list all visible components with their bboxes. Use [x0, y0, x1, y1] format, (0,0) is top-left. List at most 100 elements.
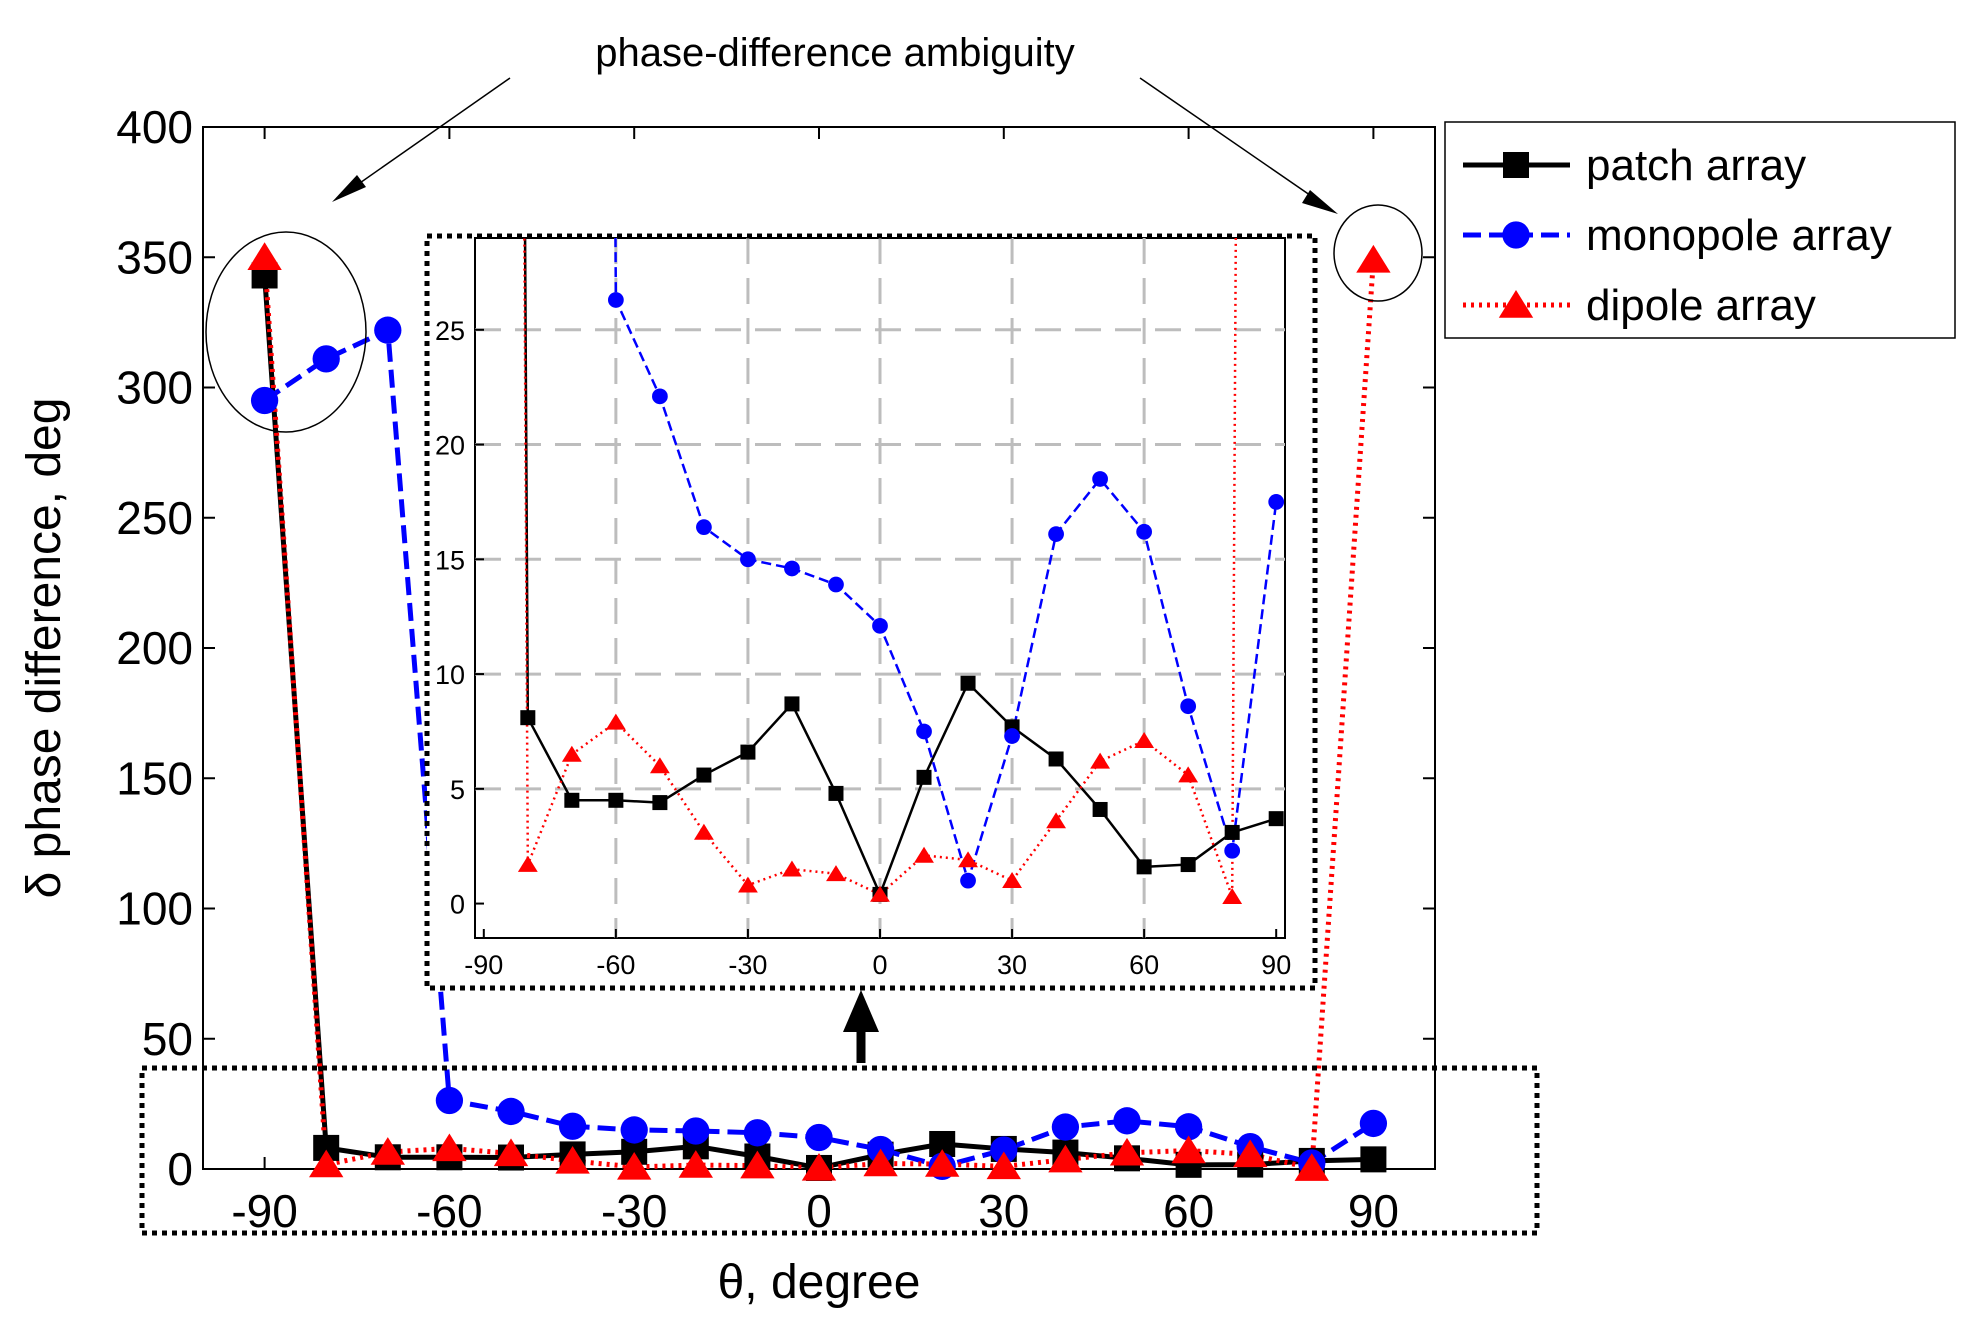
- dipole-array-point: [1171, 1135, 1206, 1164]
- inset-dipole-array-point: [1222, 888, 1243, 905]
- main-y-tick-label: 50: [142, 1013, 193, 1065]
- dipole-array-point: [247, 242, 282, 270]
- dipole-array-point: [617, 1151, 652, 1180]
- dipole-array-point: [555, 1145, 590, 1174]
- dipole-array-point: [801, 1153, 837, 1181]
- inset-patch-array-point: [1180, 857, 1196, 873]
- ambiguity-circle-left: [205, 231, 367, 433]
- dipole-array-point: [986, 1151, 1021, 1180]
- inset-patch-array-point: [960, 675, 976, 691]
- monopole-array-point: [805, 1123, 833, 1152]
- main-y-tick-label: 0: [167, 1143, 193, 1195]
- main-x-tick-label: -60: [416, 1185, 482, 1237]
- main-series-markers: [247, 242, 1391, 1181]
- inset-dipole-array-point: [826, 865, 846, 882]
- dipole-array-point: [1294, 1153, 1329, 1181]
- legend: patch array monopole array dipole array: [1463, 141, 1892, 330]
- inset-dipole-array-point: [870, 885, 890, 902]
- inset-dipole-array-point: [1178, 766, 1199, 783]
- inset-dipole-array-point: [1134, 731, 1155, 748]
- inset-y-tick-label: 15: [435, 545, 465, 575]
- inset-y-tick-labels: 0 5 10 15 20 25: [435, 316, 465, 920]
- monopole-array-point: [435, 1086, 464, 1115]
- inset-monopole-array-point: [916, 723, 932, 740]
- legend-monopole-array-marker: [1502, 221, 1530, 249]
- annotation-arrowhead-left: [332, 175, 366, 202]
- inset-dipole-array-point: [738, 876, 758, 893]
- inset-patch-array-point: [520, 710, 536, 726]
- dipole-array-point: [493, 1138, 529, 1167]
- main-x-tick-label: 60: [1163, 1185, 1214, 1237]
- main-x-tick-labels: -90 -60 -30 0 30 60 90: [231, 1185, 1399, 1237]
- dipole-array-point: [432, 1133, 467, 1162]
- annotation-pointer-right: [1139, 77, 1321, 203]
- inset-x-tick-label: 90: [1261, 950, 1291, 980]
- main-x-tick-label: -90: [231, 1185, 297, 1237]
- ambiguity-circle-right: [1333, 204, 1423, 302]
- inset-dipole-array-point: [561, 745, 582, 762]
- inset-monopole-array-point: [960, 872, 976, 889]
- inset-dipole-array-point: [782, 860, 802, 877]
- x-axis-label: θ, degree: [718, 1256, 921, 1309]
- legend-dipole-array-label: dipole array: [1586, 281, 1816, 330]
- inset-x-tick-label: 60: [1129, 950, 1159, 980]
- inset-dipole-array-point: [1090, 752, 1111, 769]
- monopole-array-point: [990, 1136, 1018, 1164]
- main-y-tick-label: 300: [116, 362, 193, 414]
- zoom-arrow-head: [843, 990, 879, 1032]
- inset-monopole-array-point: [1004, 728, 1020, 744]
- inset-y-tick-label: 10: [435, 660, 465, 690]
- inset-monopole-array-point: [1180, 698, 1197, 715]
- dipole-array-point: [1109, 1137, 1145, 1166]
- inset-x-tick-label: 30: [997, 950, 1027, 980]
- dipole-array-point: [740, 1150, 775, 1179]
- main-x-tick-label: -30: [601, 1185, 667, 1237]
- dipole-array-point: [1048, 1144, 1083, 1173]
- monopole-array-point: [1174, 1113, 1203, 1141]
- main-y-tick-labels: 0 50 100 150 200 250 300 350 400: [116, 101, 193, 1195]
- inset-patch-array-point: [916, 769, 932, 785]
- main-y-tick-label: 150: [116, 752, 193, 804]
- inset-y-tick-label: 0: [450, 890, 465, 920]
- inset-monopole-array-point: [1268, 494, 1285, 510]
- monopole-array-point: [250, 386, 279, 415]
- monopole-array-point: [1113, 1107, 1141, 1135]
- monopole-array-point: [620, 1116, 648, 1144]
- monopole-array-point: [1359, 1109, 1388, 1138]
- main-y-tick-label: 200: [116, 622, 193, 674]
- inset-frame: [424, 233, 1318, 991]
- inset-dipole-array-point: [517, 855, 538, 872]
- monopole-array-point: [497, 1097, 525, 1126]
- inset-patch-array-point: [740, 744, 756, 760]
- inset-monopole-array-point: [784, 560, 800, 577]
- dipole-array-point: [925, 1149, 960, 1177]
- inset-patch-array-point: [1136, 859, 1152, 875]
- inset-patch-array-point: [608, 792, 624, 808]
- inset-ticks: [475, 328, 1278, 938]
- dipole-array-point: [863, 1148, 898, 1177]
- inset-x-tick-label: -30: [728, 950, 767, 980]
- inset-dipole-array-point: [605, 713, 626, 730]
- inset-patch-array-point: [784, 696, 800, 712]
- main-y-tick-label: 250: [116, 492, 193, 544]
- inset-patch-array-point: [828, 785, 844, 801]
- legend-dipole-array-marker: [1498, 290, 1534, 318]
- monopole-array-point: [374, 316, 402, 344]
- dipole-array-point: [678, 1150, 713, 1178]
- ambiguity-annotation: phase-difference ambiguity: [595, 31, 1075, 75]
- legend-patch-array-label: patch array: [1586, 141, 1806, 190]
- main-y-tick-label: 350: [116, 231, 193, 283]
- inset-dipole-array-point: [649, 757, 670, 774]
- main-x-tick-label: 90: [1348, 1185, 1399, 1237]
- main-y-tick-label: 400: [116, 101, 193, 153]
- inset-y-tick-label: 20: [435, 431, 465, 461]
- inset-x-tick-label: -90: [464, 950, 503, 980]
- inset-x-tick-label: -60: [596, 950, 635, 980]
- inset-monopole-array-point: [1224, 842, 1241, 859]
- inset-patch-array-point: [1092, 801, 1108, 817]
- inset-monopole-array-point: [1092, 471, 1108, 487]
- inset-dipole-array-point: [958, 851, 978, 868]
- inset-dipole-array-point: [1002, 871, 1022, 888]
- inset-monopole-array-point: [872, 617, 888, 634]
